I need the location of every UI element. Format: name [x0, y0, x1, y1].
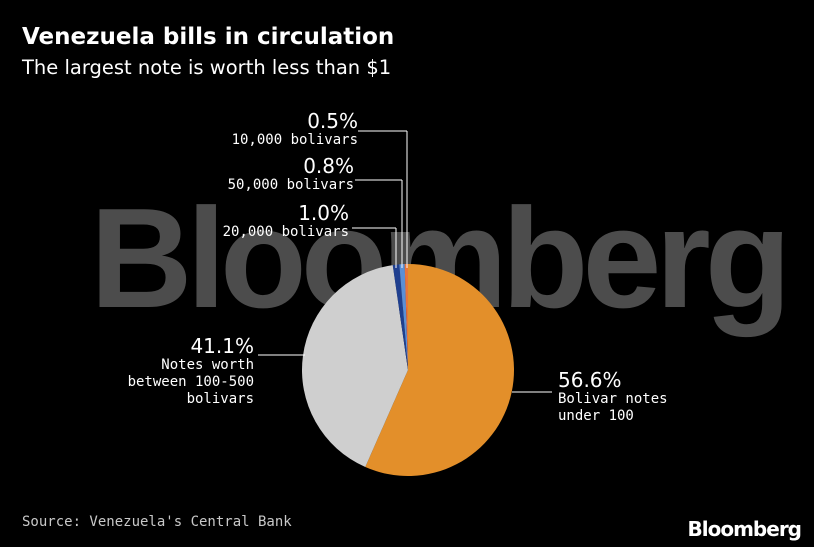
- slice-label: 50,000 bolivars: [227, 177, 354, 193]
- chart-title: Venezuela bills in circulation: [22, 24, 395, 50]
- pie-slices: [302, 264, 514, 476]
- source-note: Source: Venezuela's Central Bank: [22, 514, 292, 530]
- label-under-100: 56.6% Bolivar notes under 100: [558, 369, 668, 425]
- slice-label: between 100-500: [127, 374, 254, 390]
- slice-label: Notes worth: [161, 357, 254, 373]
- slice-percent: 41.1%: [190, 334, 254, 358]
- pie-slice-2: [392, 264, 408, 370]
- slice-label: 20,000 bolivars: [222, 224, 349, 240]
- label-20000-bolivars: 1.0% 20,000 bolivars: [223, 202, 349, 241]
- slice-percent: 0.8%: [303, 154, 354, 178]
- bloomberg-logo: Bloomberg: [687, 517, 802, 541]
- slice-percent: 56.6%: [558, 368, 622, 392]
- label-notes-100-500: 41.1% Notes worth between 100-500 boliva…: [128, 335, 254, 408]
- slice-percent: 0.5%: [307, 109, 358, 133]
- pie-slice-3: [399, 264, 408, 370]
- leader-lines: [258, 130, 552, 393]
- chart-subtitle: The largest note is worth less than $1: [22, 56, 392, 79]
- pie-slice-4: [404, 264, 408, 370]
- label-10000-bolivars: 0.5% 10,000 bolivars: [232, 110, 358, 149]
- slice-label: bolivars: [186, 391, 254, 407]
- label-50000-bolivars: 0.8% 50,000 bolivars: [228, 155, 354, 194]
- slice-percent: 1.0%: [298, 201, 349, 225]
- pie-slice-1: [302, 265, 408, 468]
- slice-label: under 100: [558, 408, 634, 424]
- slice-label: 10,000 bolivars: [231, 132, 358, 148]
- slice-label: Bolivar notes: [558, 391, 668, 407]
- pie-slice-0: [365, 264, 514, 476]
